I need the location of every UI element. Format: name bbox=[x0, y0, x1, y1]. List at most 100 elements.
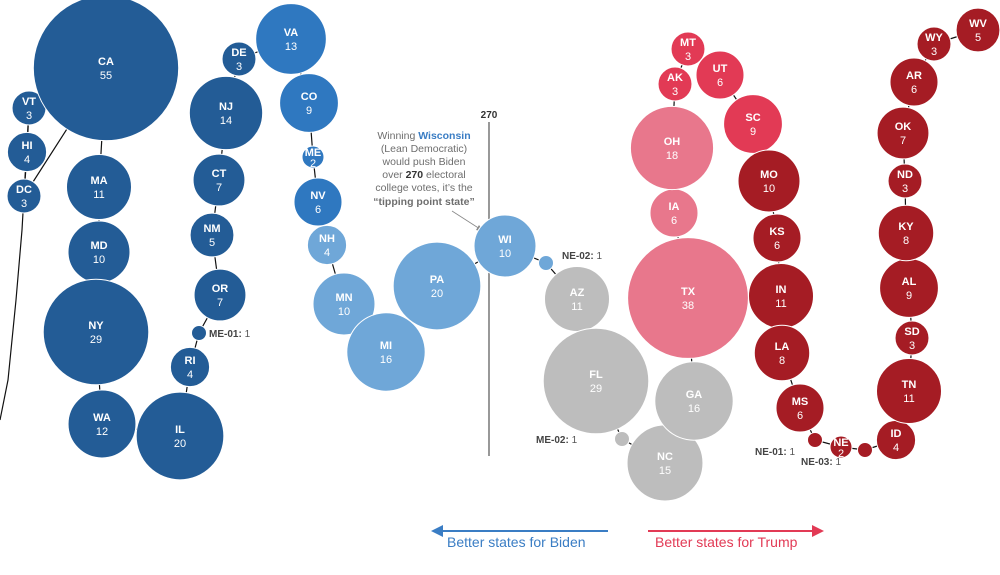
state-ev-co: 9 bbox=[306, 105, 312, 117]
state-code-mt: MT bbox=[680, 37, 696, 49]
state-code-in: IN bbox=[776, 284, 787, 296]
state-circle-de bbox=[221, 41, 257, 77]
state-circle-nm bbox=[189, 212, 235, 258]
tipping-point-annotation: Winning Wisconsin (Lean Democratic) woul… bbox=[373, 130, 484, 232]
annotation-state: Wisconsin bbox=[418, 130, 470, 142]
state-circle-co bbox=[279, 73, 339, 133]
state-code-pa: PA bbox=[430, 274, 445, 286]
state-code-id: ID bbox=[891, 428, 902, 440]
state-bubble-ga: GA 16 bbox=[654, 361, 734, 441]
state-circle-ks bbox=[752, 213, 802, 263]
state-bubble-ak: AK 3 bbox=[657, 66, 693, 102]
state-bubble-in: IN 11 bbox=[747, 262, 815, 330]
state-code-mi: MI bbox=[380, 340, 392, 352]
state-code-ia: IA bbox=[669, 201, 680, 213]
state-code-hi: HI bbox=[22, 140, 33, 152]
state-code-ok: OK bbox=[895, 121, 912, 133]
state-circle-ut bbox=[695, 50, 745, 100]
state-bubble-de: DE 3 bbox=[221, 41, 257, 77]
state-code-ct: CT bbox=[212, 168, 227, 180]
state-code-ca: CA bbox=[98, 56, 114, 68]
state-circle-ri bbox=[169, 346, 211, 388]
state-ev-ma: 11 bbox=[93, 189, 104, 201]
state-code-nc: NC bbox=[657, 451, 673, 463]
state-code-ms: MS bbox=[792, 396, 809, 408]
state-bubble-nc: NC 15 bbox=[626, 424, 704, 502]
state-code-dc: DC bbox=[16, 184, 32, 196]
state-circle-nj bbox=[188, 75, 264, 151]
state-code-nm: NM bbox=[203, 223, 220, 235]
state-bubble-sc: SC 9 bbox=[723, 94, 783, 154]
state-ev-ms: 6 bbox=[797, 410, 803, 422]
state-bubble-me-02: ME-02: 1 bbox=[536, 431, 630, 447]
state-circle-sc bbox=[723, 94, 783, 154]
state-code-vt: VT bbox=[22, 96, 36, 108]
annotation-line1: Winning bbox=[377, 130, 418, 142]
state-ev-oh: 18 bbox=[666, 150, 678, 162]
state-bubble-la: LA 8 bbox=[753, 324, 811, 382]
state-code-de: DE bbox=[231, 47, 246, 59]
state-ev-ok: 7 bbox=[900, 135, 906, 147]
state-circle-ne-02 bbox=[538, 255, 554, 271]
state-bubble-va: VA 13 bbox=[255, 3, 327, 75]
state-circle-hi bbox=[6, 131, 48, 173]
legend-trump-label: Better states for Trump bbox=[655, 534, 798, 550]
state-circle-la bbox=[753, 324, 811, 382]
state-bubble-or: OR 7 bbox=[193, 268, 247, 322]
state-circle-ma bbox=[65, 153, 133, 221]
state-circle-wa bbox=[67, 389, 137, 459]
state-bubble-ia: IA 6 bbox=[649, 188, 699, 238]
legend-arrows bbox=[431, 525, 824, 537]
state-bubble-il: IL 20 bbox=[135, 391, 225, 481]
state-bubble-co: CO 9 bbox=[279, 73, 339, 133]
state-code-nv: NV bbox=[310, 190, 326, 202]
state-ev-dc: 3 bbox=[21, 198, 27, 210]
state-ev-id: 4 bbox=[893, 442, 899, 454]
state-ev-ga: 16 bbox=[688, 403, 700, 415]
state-circle-tx bbox=[627, 237, 749, 359]
state-circle-fl bbox=[542, 327, 650, 435]
state-bubble-tx: TX 38 bbox=[627, 237, 749, 359]
state-bubble-tn: TN 11 bbox=[875, 357, 943, 425]
state-bubble-ma: MA 11 bbox=[65, 153, 133, 221]
state-circle-ms bbox=[775, 383, 825, 433]
state-circle-ky bbox=[877, 204, 935, 262]
state-code-sd: SD bbox=[904, 326, 919, 338]
state-bubble-ok: OK 7 bbox=[876, 106, 930, 160]
state-bubble-me-01: ME-01: 1 bbox=[191, 325, 251, 341]
state-ev-vt: 3 bbox=[26, 110, 32, 122]
state-ev-nd: 3 bbox=[902, 183, 908, 195]
state-bubble-mo: MO 10 bbox=[737, 149, 801, 213]
state-circle-md bbox=[67, 220, 131, 284]
state-code-ks: KS bbox=[769, 226, 784, 238]
state-bubble-mt: MT 3 bbox=[670, 31, 706, 67]
state-circle-ok bbox=[876, 106, 930, 160]
state-label-ne-01: NE-01: 1 bbox=[755, 447, 795, 458]
state-ev-wv: 5 bbox=[975, 32, 981, 44]
state-ev-ne: 2 bbox=[838, 448, 844, 460]
state-ev-ks: 6 bbox=[774, 240, 780, 252]
state-code-me: ME bbox=[305, 147, 322, 159]
state-bubble-ne-03: NE-03: 1 bbox=[801, 442, 873, 468]
state-bubble-pa: PA 20 bbox=[392, 241, 482, 331]
state-code-nj: NJ bbox=[219, 101, 233, 113]
state-circle-mo bbox=[737, 149, 801, 213]
annotation-line3: would push Biden bbox=[382, 156, 466, 168]
state-circle-me-02 bbox=[614, 431, 630, 447]
state-label-ne-03: NE-03: 1 bbox=[801, 457, 841, 468]
state-circle-pa bbox=[392, 241, 482, 331]
state-ev-mt: 3 bbox=[685, 51, 691, 63]
state-code-il: IL bbox=[175, 424, 185, 436]
state-circle-me bbox=[301, 145, 325, 169]
state-circle-ak bbox=[657, 66, 693, 102]
state-bubble-ms: MS 6 bbox=[775, 383, 825, 433]
state-bubble-nm: NM 5 bbox=[189, 212, 235, 258]
state-circle-nv bbox=[293, 177, 343, 227]
trump-arrowhead bbox=[812, 525, 824, 537]
state-ev-ia: 6 bbox=[671, 215, 677, 227]
state-code-sc: SC bbox=[745, 112, 760, 124]
annotation-pointer bbox=[451, 210, 481, 230]
state-bubble-fl: FL 29 bbox=[542, 327, 650, 435]
state-ev-sd: 3 bbox=[909, 340, 915, 352]
